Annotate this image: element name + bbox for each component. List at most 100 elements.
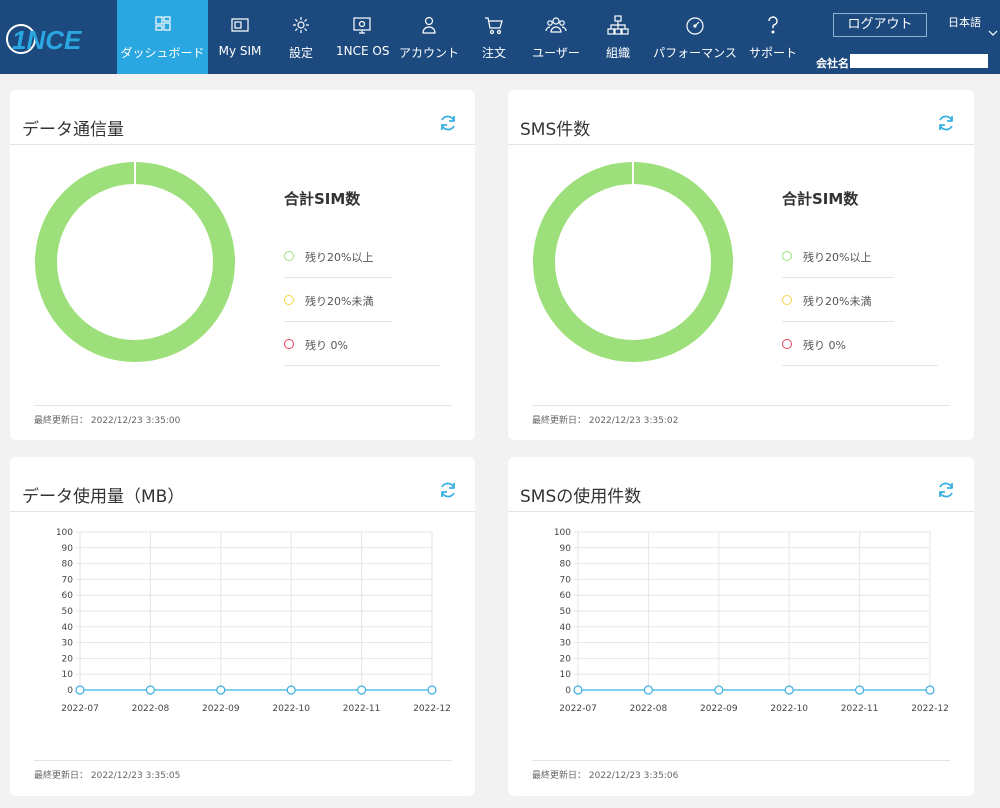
- last-updated: 最終更新日： 2022/12/23 3:35:06: [532, 771, 679, 781]
- y-tick-label: 10: [62, 670, 74, 680]
- sim-card-icon: [231, 18, 249, 32]
- x-tick-label: 2022-10: [272, 704, 310, 714]
- nav-label: 注文: [481, 46, 506, 60]
- data-point: [573, 685, 583, 695]
- divider: [508, 144, 974, 145]
- legend-item: 残り20%以上: [284, 235, 392, 278]
- y-tick-label: 70: [560, 575, 572, 585]
- red-dot-icon: [284, 339, 294, 349]
- legend-title: 合計SIM数: [284, 190, 361, 208]
- data-point: [714, 685, 724, 695]
- donut-ring-remaining-20-plus: [533, 162, 733, 362]
- logout-button[interactable]: ログアウト: [833, 13, 927, 37]
- divider: [532, 405, 950, 406]
- nav-settings[interactable]: 設定: [277, 0, 325, 74]
- y-tick-label: 50: [560, 607, 572, 617]
- question-icon: [768, 16, 778, 34]
- nav-account[interactable]: アカウント: [397, 0, 461, 74]
- nav-organization[interactable]: 組織: [598, 0, 638, 74]
- x-tick-label: 2022-10: [770, 704, 808, 714]
- data-usage-card: データ使用量（MB） 0 10 20 30 40 50 60 70 80 90 100 2022-07…: [10, 457, 475, 796]
- y-tick-label: 70: [62, 575, 74, 585]
- nav-label: 組織: [605, 46, 630, 60]
- nav-label: パフォーマンス: [653, 46, 737, 60]
- card-title: データ使用量（MB）: [22, 487, 185, 507]
- users-icon: [545, 17, 567, 33]
- data-point: [784, 685, 794, 695]
- nav-label: サポート: [748, 46, 797, 60]
- cart-icon: [485, 17, 503, 35]
- data-point: [925, 685, 935, 695]
- org-chart-icon: [607, 15, 629, 35]
- logo-text: 1NCE: [12, 25, 82, 55]
- 1nce-logo[interactable]: 1NCE: [6, 22, 98, 56]
- y-tick-label: 40: [560, 623, 572, 633]
- data-point: [855, 685, 865, 695]
- yellow-dot-icon: [284, 295, 294, 305]
- data-point: [427, 685, 437, 695]
- data-usage-line-chart: 0 10 20 30 40 50 60 70 80 90 100 2022-07 2022-08 2022…: [56, 528, 451, 714]
- x-tick-label: 2022-12: [911, 704, 949, 714]
- y-tick-label: 30: [560, 639, 572, 649]
- nav-label: 設定: [288, 46, 313, 60]
- y-tick-label: 80: [560, 560, 572, 570]
- data-point: [357, 685, 367, 695]
- top-navigation-bar: 1NCE ダッシュボード My SIM 設定 1NCE OS アカウント 注文 …: [0, 0, 1000, 74]
- y-tick-label: 90: [560, 544, 572, 554]
- data-point: [75, 685, 85, 695]
- y-tick-label: 90: [62, 544, 74, 554]
- user-icon: [422, 16, 436, 34]
- x-tick-label: 2022-11: [841, 704, 879, 714]
- gauge-icon: [686, 17, 704, 35]
- chevron-down-icon[interactable]: [988, 30, 998, 36]
- nav-support[interactable]: サポート: [748, 0, 798, 74]
- legend-label: 残り20%未満: [305, 295, 374, 308]
- y-tick-label: 100: [56, 528, 73, 538]
- divider: [34, 405, 452, 406]
- y-tick-label: 20: [62, 654, 74, 664]
- nav-performance[interactable]: パフォーマンス: [652, 0, 738, 74]
- y-tick-label: 0: [67, 686, 73, 696]
- green-dot-icon: [782, 251, 792, 261]
- legend-item: 残り 0%: [782, 323, 938, 366]
- refresh-icon[interactable]: [936, 113, 956, 133]
- donut-chart: [533, 161, 733, 362]
- legend-item: 残り20%未満: [284, 279, 392, 322]
- card-title: SMS件数: [520, 120, 591, 140]
- divider: [10, 144, 475, 145]
- language-selector[interactable]: 日本語: [948, 16, 981, 29]
- last-updated: 最終更新日： 2022/12/23 3:35:05: [34, 771, 181, 781]
- data-point: [216, 685, 226, 695]
- y-tick-label: 20: [560, 654, 572, 664]
- nav-orders[interactable]: 注文: [476, 0, 512, 74]
- nav-dashboard[interactable]: ダッシュボード: [117, 0, 208, 74]
- nav-1nce-os[interactable]: 1NCE OS: [336, 0, 390, 74]
- nav-my-sim[interactable]: My SIM: [215, 0, 265, 74]
- nav-label: ユーザー: [532, 46, 580, 60]
- x-tick-label: 2022-09: [700, 704, 738, 714]
- y-tick-label: 80: [62, 560, 74, 570]
- divider: [10, 511, 475, 512]
- refresh-icon[interactable]: [438, 480, 458, 500]
- refresh-icon[interactable]: [936, 480, 956, 500]
- divider: [508, 511, 974, 512]
- divider: [532, 760, 950, 761]
- nav-users[interactable]: ユーザー: [530, 0, 582, 74]
- y-tick-label: 0: [565, 686, 571, 696]
- x-tick-label: 2022-09: [202, 704, 240, 714]
- donut-chart: [35, 161, 235, 362]
- legend-label: 残り 0%: [305, 339, 348, 352]
- legend-label: 残り20%以上: [803, 251, 872, 264]
- refresh-icon[interactable]: [438, 113, 458, 133]
- donut-ring-remaining-20-plus: [35, 162, 235, 362]
- y-tick-label: 100: [554, 528, 571, 538]
- legend-item: 残り20%未満: [782, 279, 894, 322]
- data-traffic-card: データ通信量 合計SIM数 残り20%以上 残り20%未満 残り 0% 最終更新…: [10, 90, 475, 440]
- y-tick-label: 40: [62, 623, 74, 633]
- company-name-label: 会社名:: [816, 57, 854, 70]
- legend-label: 残り 0%: [803, 339, 846, 352]
- x-tick-label: 2022-07: [61, 704, 99, 714]
- nav-label: 1NCE OS: [336, 44, 390, 58]
- card-title: データ通信量: [22, 120, 124, 140]
- nav-label: アカウント: [398, 46, 459, 60]
